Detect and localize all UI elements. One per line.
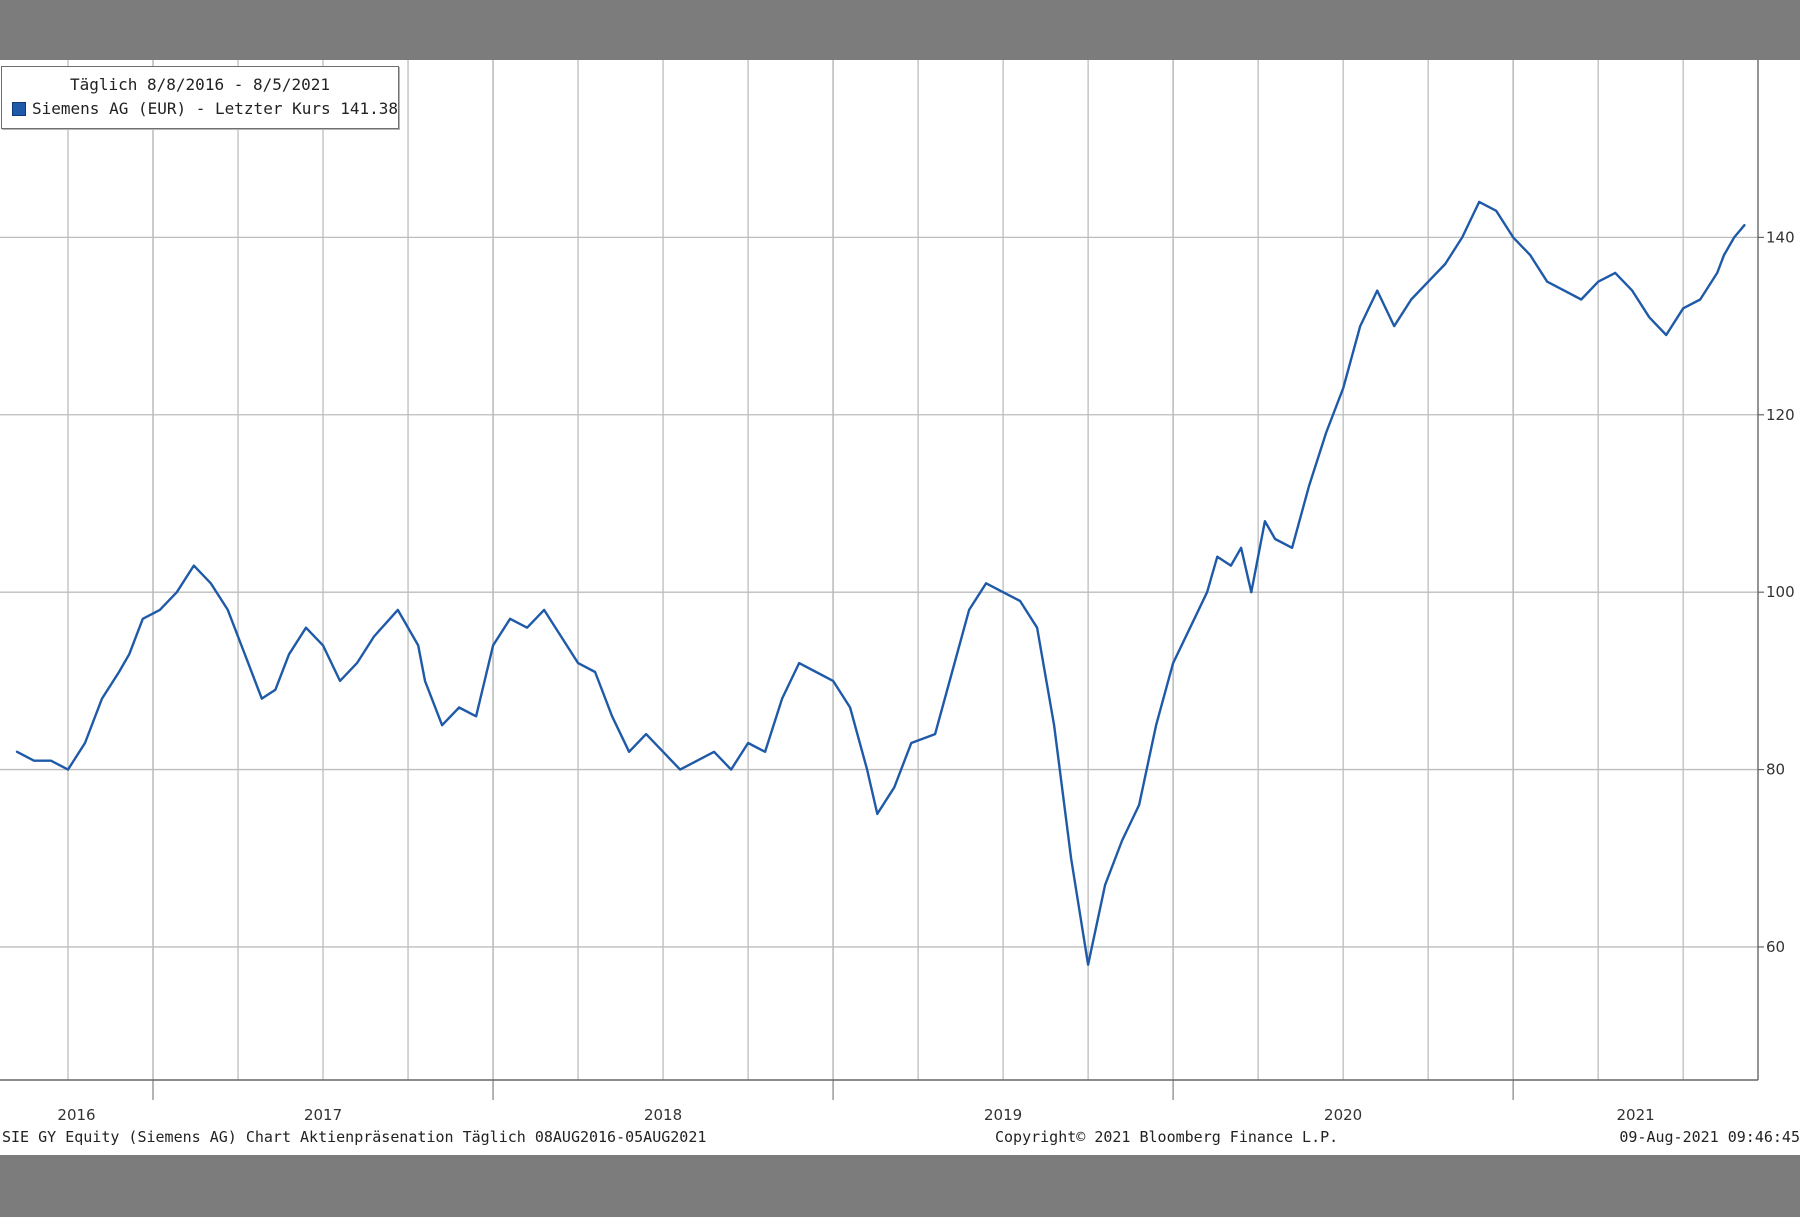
footer-timestamp: 09-Aug-2021 09:46:45: [1619, 1128, 1800, 1146]
line-chart: 60 80 100 120 140 2016 2017 2018 2019 2020 2021: [0, 60, 1800, 1155]
tick-labels: 60 80 100 120 140 2016 2017 2018 2019 2020 2021: [57, 228, 1794, 1124]
y-tick-label: 140: [1766, 228, 1795, 246]
chart-frame: 60 80 100 120 140 2016 2017 2018 2019 2020 2021 Tä…: [0, 60, 1800, 1155]
x-tick-label: 2021: [1616, 1106, 1654, 1124]
legend-series-label: Siemens AG (EUR) - Letzter Kurs 141.38: [32, 99, 399, 118]
legend-title: Täglich 8/8/2016 - 8/5/2021: [69, 75, 331, 94]
footer-description: SIE GY Equity (Siemens AG) Chart Aktienp…: [2, 1128, 707, 1146]
footer-copyright: Copyright© 2021 Bloomberg Finance L.P.: [995, 1128, 1339, 1146]
grid: [0, 60, 1758, 1080]
x-tick-label: 2017: [304, 1106, 342, 1124]
series-line-siemens: [15, 200, 1746, 966]
legend: Täglich 8/8/2016 - 8/5/2021 Siemens AG (…: [1, 66, 399, 129]
y-tick-label: 120: [1766, 406, 1795, 424]
x-tick-label: 2020: [1324, 1106, 1362, 1124]
x-tick-label: 2016: [57, 1106, 95, 1124]
x-tick-label: 2019: [984, 1106, 1022, 1124]
x-tick-label: 2018: [644, 1106, 682, 1124]
y-tick-label: 100: [1766, 583, 1795, 601]
legend-swatch-icon: [12, 101, 26, 116]
legend-entry: Siemens AG (EUR) - Letzter Kurs 141.38: [12, 99, 398, 118]
y-tick-label: 80: [1766, 761, 1785, 779]
axes: [0, 60, 1764, 1100]
series-layer: [15, 200, 1746, 966]
y-tick-label: 60: [1766, 938, 1785, 956]
plot-background: [0, 60, 1800, 1155]
